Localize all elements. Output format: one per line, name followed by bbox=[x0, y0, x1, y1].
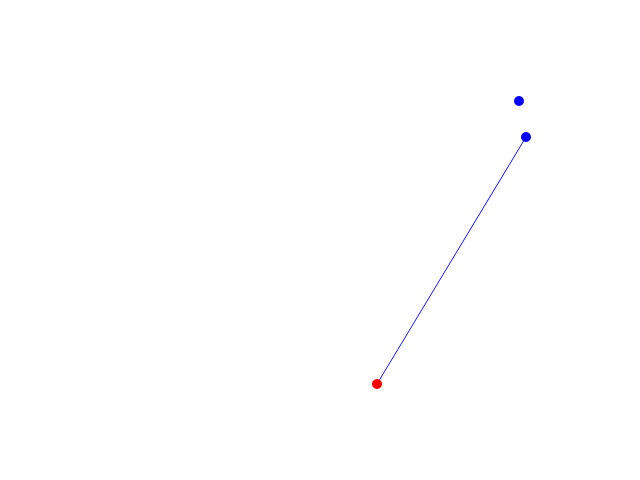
blue-point bbox=[521, 132, 531, 142]
connector-line bbox=[376, 136, 527, 385]
red-point bbox=[372, 379, 382, 389]
blue-point bbox=[514, 96, 524, 106]
